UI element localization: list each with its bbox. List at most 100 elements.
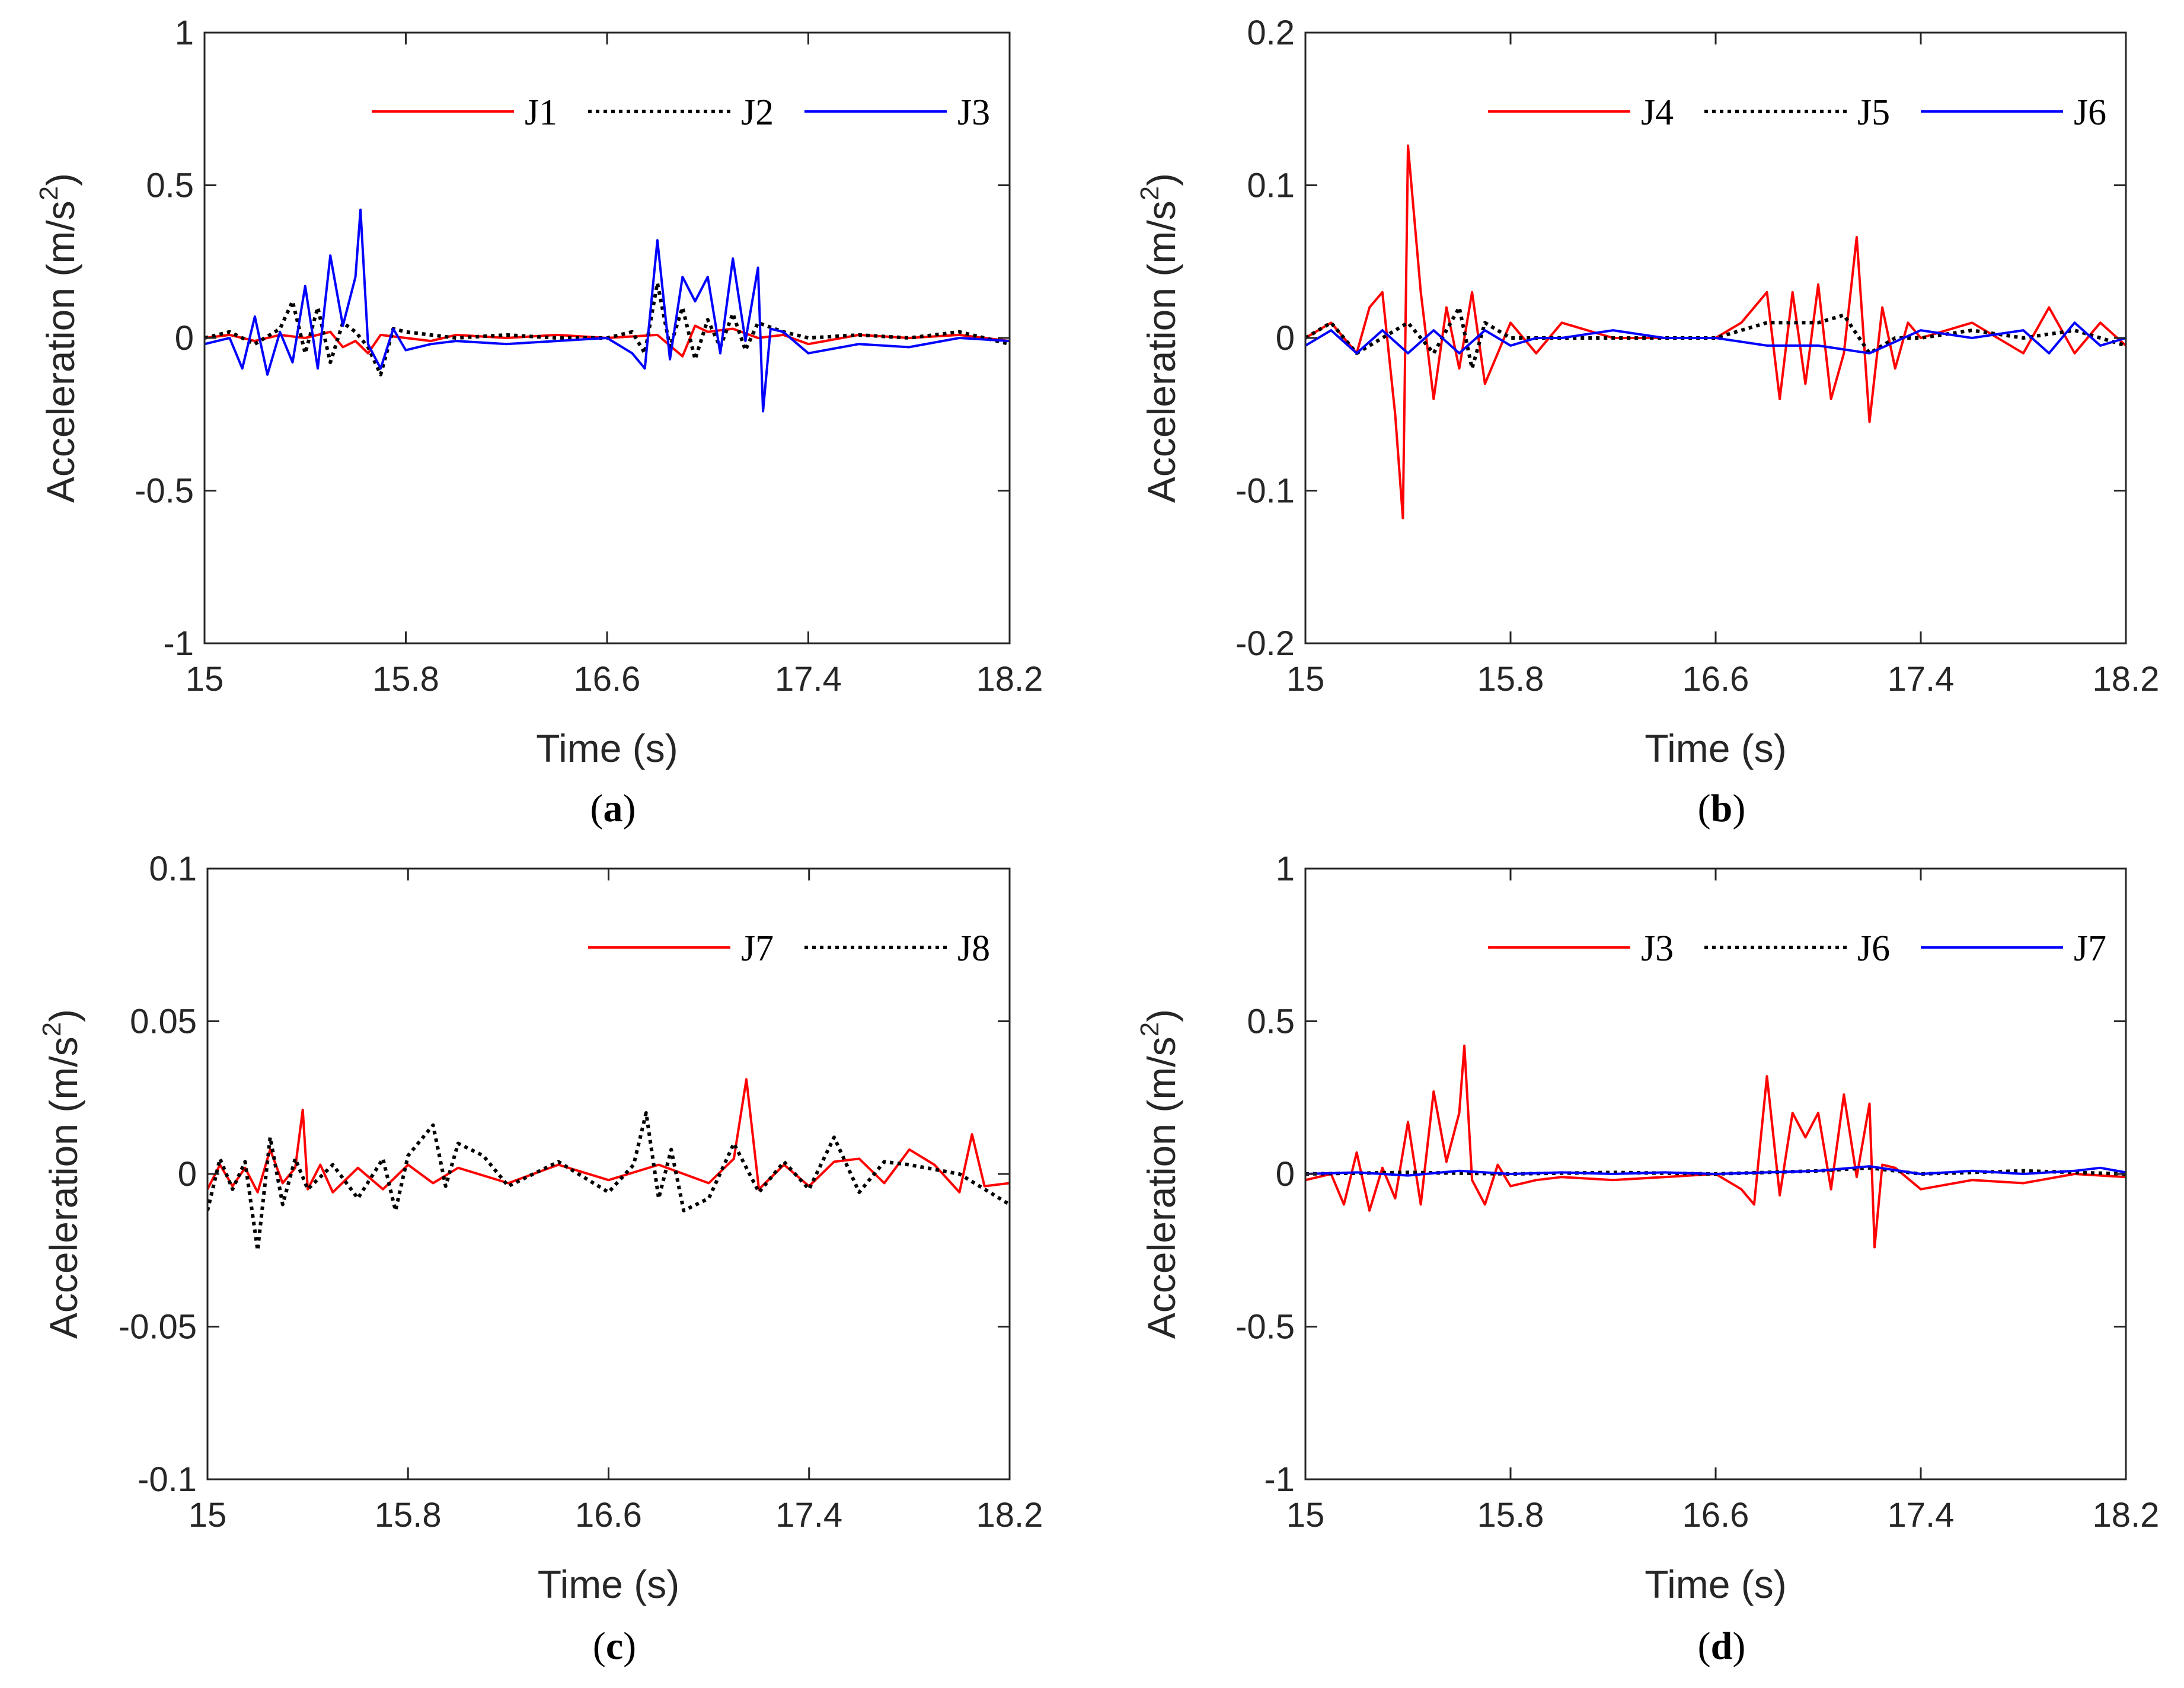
- y-tick-label: 0.1: [1247, 167, 1295, 205]
- series-line-J2: [205, 281, 1010, 376]
- x-tick-label: 18.2: [2093, 1496, 2160, 1534]
- x-tick-label: 15.8: [1477, 1496, 1544, 1534]
- series-line-J7: [1305, 1165, 2126, 1177]
- chart-panel-c: 15 15.8 16.6 17.4 18.2 -0.1 -0.05 0 0.05 0.1 Time …: [37, 850, 1043, 1668]
- y-tick-label: -0.5: [1235, 1308, 1295, 1346]
- panel-caption: (c): [593, 1625, 636, 1668]
- y-axis-label-text: Acceleration (m/s: [1139, 1036, 1183, 1339]
- x-tick-label: 15.8: [372, 660, 439, 698]
- chart-panel-a: 15 15.8 16.6 17.4 18.2 -1 -0.5 0 0.5 1 Time (s) Acc…: [34, 14, 1043, 830]
- y-axis-label-end: ): [1139, 173, 1183, 186]
- legend-label-J6: J6: [2074, 92, 2106, 133]
- y-axis-label: Acceleration (m/s2): [1135, 1009, 1183, 1339]
- panel-caption-close: ): [623, 1625, 636, 1668]
- legend-label-J7: J7: [741, 928, 774, 969]
- y-tick-label: 1: [175, 14, 194, 52]
- panel-caption: (d): [1698, 1625, 1746, 1668]
- x-tick-label: 17.4: [1888, 660, 1955, 698]
- y-tick-label: 0.5: [146, 167, 194, 205]
- y-tick-label: 0: [1276, 319, 1295, 358]
- panel-caption-close: ): [623, 787, 636, 830]
- x-tick-label: 15: [1286, 1496, 1325, 1534]
- x-axis-label: Time (s): [1645, 726, 1787, 770]
- x-axis-label: Time (s): [536, 726, 678, 770]
- y-tick-label: -0.05: [119, 1308, 197, 1346]
- y-axis-label: Acceleration (m/s2): [34, 173, 82, 503]
- x-tick-label: 15: [186, 660, 224, 698]
- legend-label-J7: J7: [2074, 928, 2106, 969]
- y-tick-label: -0.1: [1235, 472, 1295, 510]
- chart-panel-b: 15 15.8 16.6 17.4 18.2 -0.2 -0.1 0 0.1 0.2 Time (s…: [1135, 14, 2159, 830]
- legend-label-J2: J2: [741, 92, 774, 133]
- panel-caption-letter: c: [606, 1625, 623, 1668]
- panel-caption-letter: b: [1711, 787, 1733, 830]
- y-axis-label: Acceleration (m/s2): [37, 1009, 85, 1339]
- series-line-J3: [1305, 1044, 2126, 1249]
- y-axis-label-sup: 2: [1135, 186, 1164, 200]
- y-tick-label: 1: [1276, 850, 1295, 888]
- x-tick-label: 18.2: [976, 660, 1043, 698]
- x-axis-label: Time (s): [1645, 1562, 1787, 1606]
- y-axis-label-sup: 2: [1135, 1022, 1164, 1036]
- series-line-J5: [1305, 305, 2126, 371]
- legend-label-J1: J1: [525, 92, 557, 133]
- y-axis-label-text: Acceleration (m/s: [41, 1036, 85, 1339]
- y-axis-label-sup: 2: [34, 186, 63, 200]
- y-tick-label: -0.1: [138, 1460, 197, 1499]
- x-tick-label: 15.8: [375, 1496, 442, 1534]
- legend-label-J6: J6: [1857, 928, 1890, 969]
- x-tick-label: 18.2: [976, 1496, 1043, 1534]
- panel-caption-letter: a: [604, 787, 623, 830]
- x-tick-label: 15.8: [1477, 660, 1544, 698]
- series-line-J4: [1305, 144, 2126, 519]
- y-tick-label: 0.2: [1247, 14, 1295, 52]
- x-tick-label: 16.6: [1682, 660, 1749, 698]
- y-axis-label-end: ): [39, 173, 82, 186]
- x-axis-label: Time (s): [538, 1562, 680, 1606]
- y-axis-label-end: ): [1139, 1009, 1183, 1022]
- x-tick-label: 17.4: [775, 1496, 842, 1534]
- y-tick-label: -0.2: [1235, 624, 1295, 663]
- series-line-J3: [205, 208, 1010, 413]
- legend-label-J3: J3: [1641, 928, 1674, 969]
- panel-caption-close: ): [1732, 1625, 1745, 1668]
- y-tick-label: -1: [1264, 1460, 1295, 1499]
- x-tick-label: 17.4: [775, 660, 842, 698]
- chart-panel-d: 15 15.8 16.6 17.4 18.2 -1 -0.5 0 0.5 1 Time (s) Acc…: [1135, 850, 2159, 1668]
- y-tick-label: 0.5: [1247, 1003, 1295, 1041]
- y-tick-label: -0.5: [135, 472, 194, 510]
- series-line-J7: [207, 1078, 1010, 1194]
- y-tick-label: 0: [1276, 1155, 1295, 1194]
- y-tick-label: -1: [163, 624, 194, 663]
- axes-box: [206, 867, 1011, 1480]
- panel-caption-letter: d: [1711, 1625, 1733, 1668]
- panel-caption-open: (: [1698, 1625, 1711, 1668]
- x-tick-label: 15: [189, 1496, 227, 1534]
- panel-caption-open: (: [593, 1625, 606, 1668]
- y-axis-label-text: Acceleration (m/s: [1139, 200, 1183, 503]
- x-tick-label: 16.6: [575, 1496, 642, 1534]
- x-tick-label: 15: [1286, 660, 1325, 698]
- legend-label-J5: J5: [1857, 92, 1890, 133]
- series-line-J8: [207, 1111, 1010, 1252]
- series-line-J6: [1305, 321, 2126, 355]
- y-axis-label-end: ): [41, 1009, 85, 1022]
- y-axis-label-sup: 2: [37, 1022, 66, 1036]
- panel-caption-open: (: [590, 787, 604, 830]
- panel-caption: (a): [590, 787, 636, 830]
- panel-caption: (b): [1698, 787, 1746, 830]
- y-axis-label-text: Acceleration (m/s: [39, 200, 82, 503]
- legend-label-J8: J8: [957, 928, 990, 969]
- x-tick-label: 16.6: [1682, 1496, 1749, 1534]
- x-tick-label: 17.4: [1888, 1496, 1955, 1534]
- y-tick-label: 0: [175, 319, 194, 358]
- panel-caption-open: (: [1698, 787, 1711, 830]
- y-tick-label: 0: [178, 1155, 197, 1194]
- y-tick-label: 0.1: [149, 850, 197, 888]
- legend-label-J3: J3: [957, 92, 990, 133]
- y-axis-label: Acceleration (m/s2): [1135, 173, 1183, 503]
- legend-label-J4: J4: [1641, 92, 1674, 133]
- x-tick-label: 18.2: [2093, 660, 2160, 698]
- x-tick-label: 16.6: [574, 660, 641, 698]
